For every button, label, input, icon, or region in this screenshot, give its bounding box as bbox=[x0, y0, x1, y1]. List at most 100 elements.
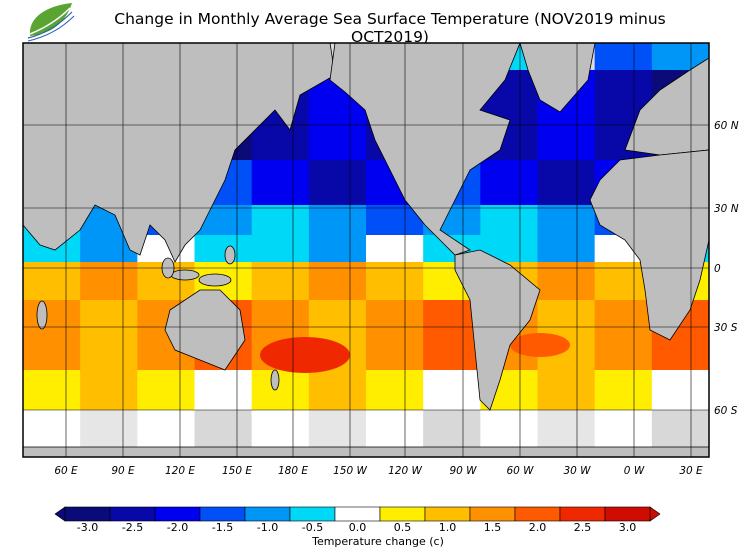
colorbar-swatch bbox=[514, 506, 561, 522]
land-australia bbox=[164, 289, 246, 371]
colorbar-swatch bbox=[379, 506, 426, 522]
longitude-label: 120 E bbox=[165, 465, 195, 477]
ocean-cell bbox=[537, 205, 596, 235]
colorbar-tick-label: 2.0 bbox=[529, 521, 547, 534]
longitude-label: 60 W bbox=[506, 465, 534, 477]
latitude-label: 30 N bbox=[714, 203, 739, 215]
ocean-cell bbox=[80, 262, 138, 300]
ocean-cell bbox=[537, 262, 596, 300]
ocean-cell bbox=[366, 370, 424, 410]
ocean-cell bbox=[194, 370, 253, 410]
ocean-cell bbox=[251, 205, 310, 235]
colorbar: -3.0 -2.5 -2.0 -1.5 -1.0 -0.5 0.0 0.5 1.0 1.5 2.0 2… bbox=[54, 506, 661, 534]
longitude-label: 60 E bbox=[54, 465, 78, 477]
longitude-label: 30 W bbox=[563, 465, 591, 477]
colorbar-max-arrow bbox=[649, 506, 661, 522]
longitude-label: 90 E bbox=[111, 465, 135, 477]
graticule bbox=[23, 43, 709, 457]
land-south-america bbox=[454, 249, 541, 411]
colorbar-swatch bbox=[469, 506, 516, 522]
warm-anomaly-south-pacific bbox=[260, 337, 350, 373]
colorbar-min-arrow bbox=[54, 506, 66, 522]
colorbar-tick-label: 1.5 bbox=[484, 521, 502, 534]
latitude-label: 30 S bbox=[714, 322, 738, 334]
land-island bbox=[36, 300, 48, 330]
ocean-cell bbox=[23, 300, 81, 370]
colorbar-tick-label: -3.0 bbox=[77, 521, 98, 534]
colorbar-swatch bbox=[244, 506, 291, 522]
longitude-label: 0 W bbox=[624, 465, 645, 477]
map-frame bbox=[22, 42, 710, 458]
ocean-cell bbox=[537, 160, 596, 205]
ocean-cell bbox=[251, 160, 310, 205]
colorbar-swatch bbox=[334, 506, 381, 522]
colorbar-tick-label: -2.5 bbox=[122, 521, 143, 534]
ocean-cell bbox=[308, 205, 367, 235]
logo bbox=[27, 3, 75, 42]
colorbar-swatch bbox=[199, 506, 246, 522]
colorbar-tick-label: 0.5 bbox=[394, 521, 412, 534]
colorbar-label: Temperature change (c) bbox=[311, 535, 444, 548]
map-title: Change in Monthly Average Sea Surface Te… bbox=[114, 10, 666, 46]
longitude-label: 30 E bbox=[679, 465, 703, 477]
longitude-label: 150 E bbox=[222, 465, 252, 477]
colorbar-tick-label: -0.5 bbox=[302, 521, 323, 534]
latitude-label: 60 N bbox=[714, 120, 739, 132]
ocean-cell bbox=[308, 235, 367, 262]
colorbar-tick-label: 3.0 bbox=[619, 521, 637, 534]
longitude-label: 90 W bbox=[449, 465, 477, 477]
land-island bbox=[198, 273, 232, 287]
longitude-label: 120 W bbox=[388, 465, 422, 477]
colorbar-swatch bbox=[604, 506, 651, 522]
colorbar-swatch bbox=[559, 506, 606, 522]
ocean-cell bbox=[651, 370, 710, 410]
colorbar-swatch bbox=[109, 506, 156, 522]
colorbar-swatch bbox=[424, 506, 471, 522]
ocean-cell bbox=[480, 205, 538, 235]
ocean-cell bbox=[23, 370, 81, 410]
colorbar-tick-label: -2.0 bbox=[167, 521, 188, 534]
ocean-cell bbox=[480, 160, 538, 205]
ocean-cell bbox=[594, 43, 653, 70]
land-antarctica bbox=[22, 446, 710, 458]
longitude-label: 180 E bbox=[278, 465, 308, 477]
ocean-cell bbox=[594, 300, 653, 370]
ocean-cell bbox=[80, 300, 138, 370]
longitude-label: 150 W bbox=[333, 465, 367, 477]
ocean-cell bbox=[308, 262, 367, 300]
ocean-cell bbox=[366, 235, 424, 262]
ocean-cell bbox=[308, 370, 367, 410]
latitude-label: 0 bbox=[714, 263, 721, 275]
ocean-cell bbox=[251, 370, 310, 410]
longitude-labels: 60 E 90 E 120 E 150 E 180 E 150 W 120 W 90 W 60 … bbox=[54, 465, 703, 477]
ocean-cell bbox=[594, 370, 653, 410]
land-island bbox=[170, 269, 200, 281]
colorbar-swatch bbox=[289, 506, 336, 522]
ocean-cell bbox=[23, 262, 81, 300]
colorbar-tick-label: 0.0 bbox=[349, 521, 367, 534]
land-africa bbox=[589, 149, 710, 341]
ocean-cell bbox=[194, 235, 253, 262]
land-north-america bbox=[329, 42, 521, 256]
ocean-cell bbox=[80, 370, 138, 410]
ocean-cell bbox=[251, 235, 310, 262]
colorbar-tick-label: -1.0 bbox=[257, 521, 278, 534]
colorbar-swatch bbox=[64, 506, 111, 522]
ocean-cell bbox=[537, 235, 596, 262]
colorbar-tick-label: 1.0 bbox=[439, 521, 457, 534]
latitude-labels: 60 N 30 N 0 30 S 60 S bbox=[714, 120, 739, 417]
ocean-cell bbox=[423, 370, 481, 410]
colorbar-tick-label: 2.5 bbox=[574, 521, 592, 534]
land-masses bbox=[22, 42, 710, 458]
ocean-cell bbox=[537, 370, 596, 410]
land-island bbox=[224, 245, 236, 265]
ocean-cell bbox=[366, 300, 424, 370]
ocean-cell bbox=[137, 370, 195, 410]
colorbar-swatch bbox=[154, 506, 201, 522]
warm-anomaly-south-atlantic bbox=[510, 333, 570, 357]
land-island bbox=[270, 369, 280, 391]
ocean-cell bbox=[251, 262, 310, 300]
colorbar-tick-label: -1.5 bbox=[212, 521, 233, 534]
